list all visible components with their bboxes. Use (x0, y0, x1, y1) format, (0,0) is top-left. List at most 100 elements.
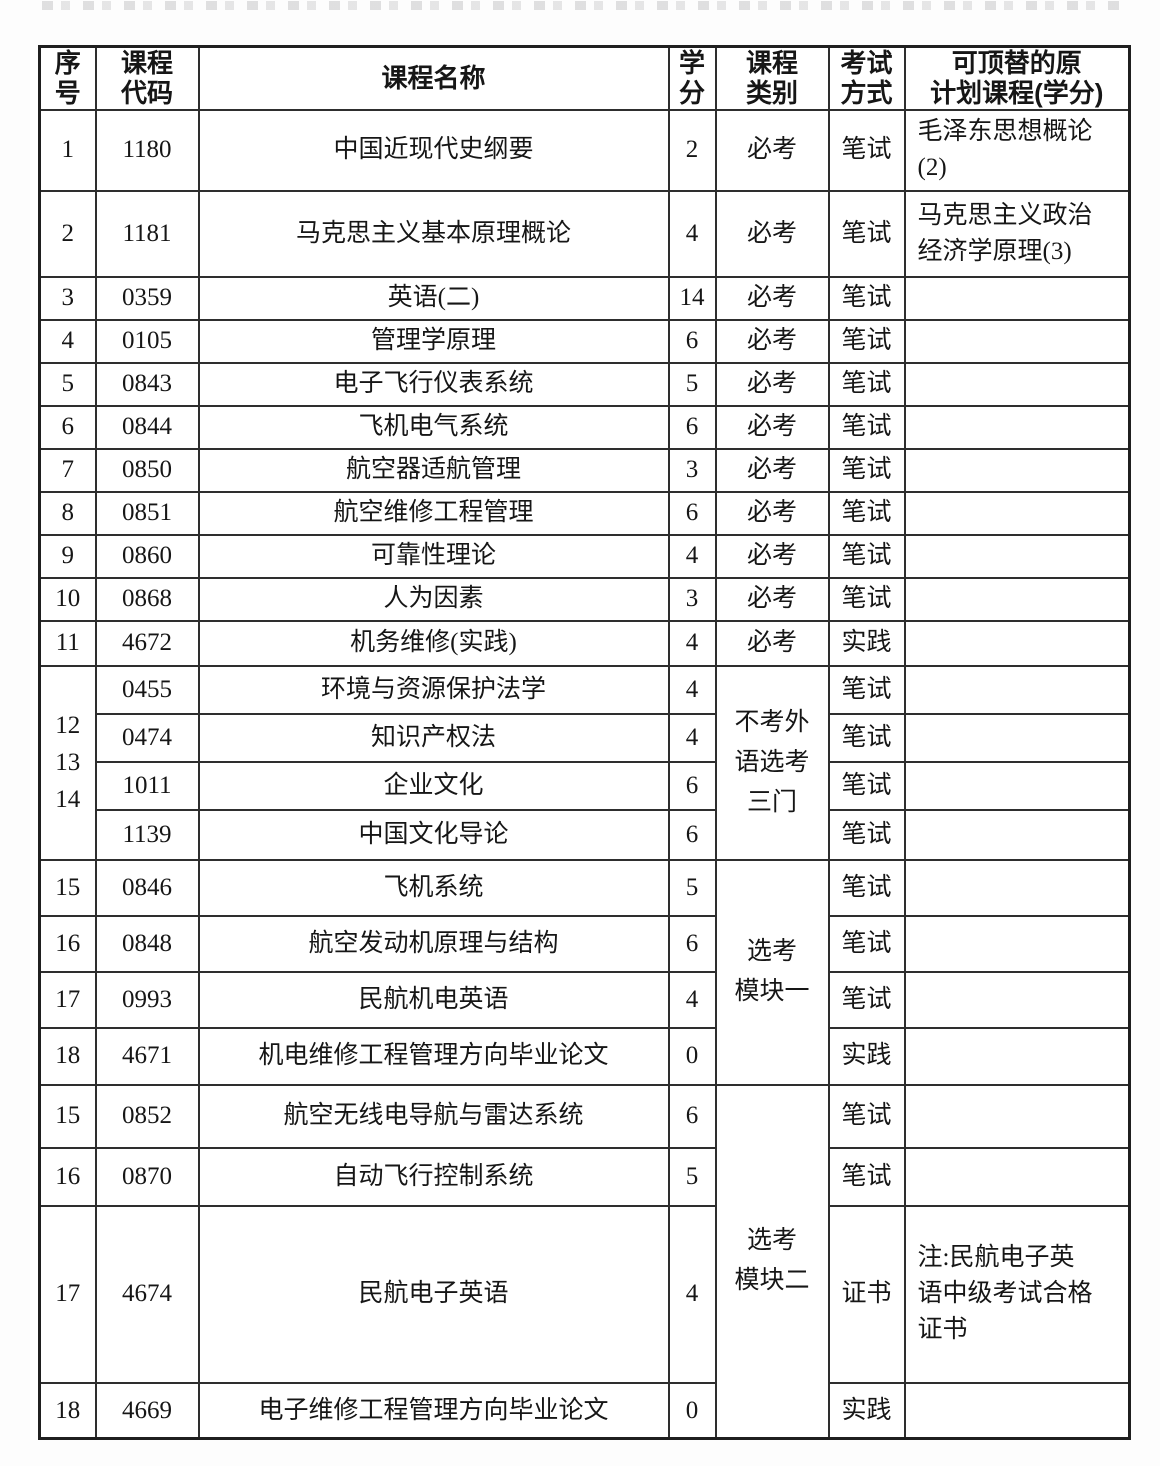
seq-cell: 15 (38, 1083, 97, 1149)
code-cell: 0359 (94, 275, 200, 321)
credits-cell: 4 (667, 1204, 717, 1384)
header-row: 序 号 课程 代码 课程名称 学 分 课程 类别 考试 方式 可顶替的原 计划课… (38, 45, 1131, 111)
course-name-cell: 人为因素 (197, 576, 670, 622)
credits-cell: 0 (667, 1381, 717, 1440)
method-cell: 笔试 (827, 318, 906, 364)
code-cell: 0105 (94, 318, 200, 364)
method-cell: 笔试 (827, 108, 906, 192)
replace-cell (903, 361, 1131, 407)
course-name-cell: 飞机电气系统 (197, 404, 670, 450)
course-name-cell: 飞机系统 (197, 858, 670, 917)
category-cell: 必考 (714, 533, 830, 579)
table-row: 6 0844 飞机电气系统 6 必考 笔试 (38, 404, 1131, 450)
replace-cell (903, 858, 1131, 917)
table-row: 1011 企业文化 6 笔试 (40, 760, 1131, 811)
method-cell: 笔试 (827, 189, 906, 278)
credits-cell: 2 (667, 108, 717, 192)
credits-cell: 6 (667, 808, 717, 861)
course-name-cell: 航空发动机原理与结构 (197, 914, 670, 973)
replace-cell (903, 914, 1131, 973)
code-cell: 4671 (94, 1026, 200, 1086)
header-code: 课程 代码 (94, 45, 200, 111)
course-name-cell: 中国文化导论 (197, 808, 670, 861)
header-method: 考试 方式 (827, 45, 906, 111)
seq-cell: 2 (38, 189, 97, 278)
seq-cell: 4 (38, 318, 97, 364)
seq-cell: 17 (38, 970, 97, 1029)
course-name-cell: 企业文化 (197, 760, 670, 811)
table-row: 3 0359 英语(二) 14 必考 笔试 (38, 275, 1131, 321)
code-cell: 0844 (94, 404, 200, 450)
table-row: 18 4669 电子维修工程管理方向毕业论文 0 实践 (38, 1381, 1131, 1440)
credits-cell: 4 (667, 712, 717, 763)
code-cell: 0474 (94, 712, 200, 763)
category-cell-merged: 选考 模块一 (714, 858, 830, 1086)
category-cell: 必考 (714, 447, 830, 493)
course-name-cell: 电子维修工程管理方向毕业论文 (197, 1381, 670, 1440)
seq-cell: 5 (38, 361, 97, 407)
replace-cell (903, 760, 1131, 811)
replace-cell (903, 318, 1131, 364)
method-cell: 实践 (827, 1026, 906, 1086)
credits-cell: 4 (667, 533, 717, 579)
seq-cell-merged: 12 13 14 (38, 664, 97, 861)
category-cell: 必考 (714, 619, 830, 667)
code-cell: 0850 (94, 447, 200, 493)
course-plan-table: 序 号 课程 代码 课程名称 学 分 课程 类别 考试 方式 可顶替的原 计划课… (38, 45, 1131, 1440)
replace-cell (903, 490, 1131, 536)
table-row: 17 4674 民航电子英语 4 证书 注:民航电子英 语中级考试合格 证书 (38, 1204, 1131, 1384)
replace-cell: 马克思主义政治 经济学原理(3) (903, 189, 1131, 278)
code-cell: 0846 (94, 858, 200, 917)
method-cell: 笔试 (827, 447, 906, 493)
seq-cell: 18 (38, 1026, 97, 1086)
code-cell: 4672 (94, 619, 200, 667)
method-cell: 实践 (827, 1381, 906, 1440)
course-name-cell: 英语(二) (197, 275, 670, 321)
method-cell: 笔试 (827, 490, 906, 536)
credits-cell: 6 (667, 914, 717, 973)
credits-cell: 3 (667, 576, 717, 622)
header-credits: 学 分 (667, 45, 717, 111)
table-row: 5 0843 电子飞行仪表系统 5 必考 笔试 (38, 361, 1131, 407)
seq-cell: 8 (38, 490, 97, 536)
replace-cell (903, 664, 1131, 715)
credits-cell: 4 (667, 189, 717, 278)
header-course-name: 课程名称 (197, 45, 670, 111)
table-row: 11 4672 机务维修(实践) 4 必考 实践 (38, 619, 1131, 667)
method-cell: 笔试 (827, 1083, 906, 1149)
code-cell: 0455 (94, 664, 200, 715)
replace-cell (903, 404, 1131, 450)
header-replace: 可顶替的原 计划课程(学分) (903, 45, 1131, 111)
seq-cell: 7 (38, 447, 97, 493)
table-row: 7 0850 航空器适航管理 3 必考 笔试 (38, 447, 1131, 493)
replace-cell (903, 275, 1131, 321)
credits-cell: 4 (667, 970, 717, 1029)
course-name-cell: 民航机电英语 (197, 970, 670, 1029)
course-name-cell: 可靠性理论 (197, 533, 670, 579)
credits-cell: 14 (667, 275, 717, 321)
credits-cell: 4 (667, 664, 717, 715)
header-category: 课程 类别 (714, 45, 830, 111)
code-cell: 0868 (94, 576, 200, 622)
table-row: 17 0993 民航机电英语 4 笔试 (38, 970, 1131, 1029)
cutoff-text-remnant (42, 1, 1122, 10)
table-row: 9 0860 可靠性理论 4 必考 笔试 (38, 533, 1131, 579)
seq-cell: 16 (38, 914, 97, 973)
course-name-cell: 知识产权法 (197, 712, 670, 763)
code-cell: 0993 (94, 970, 200, 1029)
credits-cell: 0 (667, 1026, 717, 1086)
method-cell: 笔试 (827, 533, 906, 579)
code-cell: 1139 (94, 808, 200, 861)
credits-cell: 6 (667, 1083, 717, 1149)
credits-cell: 6 (667, 318, 717, 364)
method-cell: 证书 (827, 1204, 906, 1384)
credits-cell: 5 (667, 361, 717, 407)
table-row: 10 0868 人为因素 3 必考 笔试 (38, 576, 1131, 622)
table-row: 16 0870 自动飞行控制系统 5 笔试 (38, 1146, 1131, 1207)
course-name-cell: 管理学原理 (197, 318, 670, 364)
category-cell: 必考 (714, 404, 830, 450)
method-cell: 实践 (827, 619, 906, 667)
code-cell: 1180 (94, 108, 200, 192)
header-seq: 序 号 (38, 45, 97, 111)
code-cell: 0848 (94, 914, 200, 973)
